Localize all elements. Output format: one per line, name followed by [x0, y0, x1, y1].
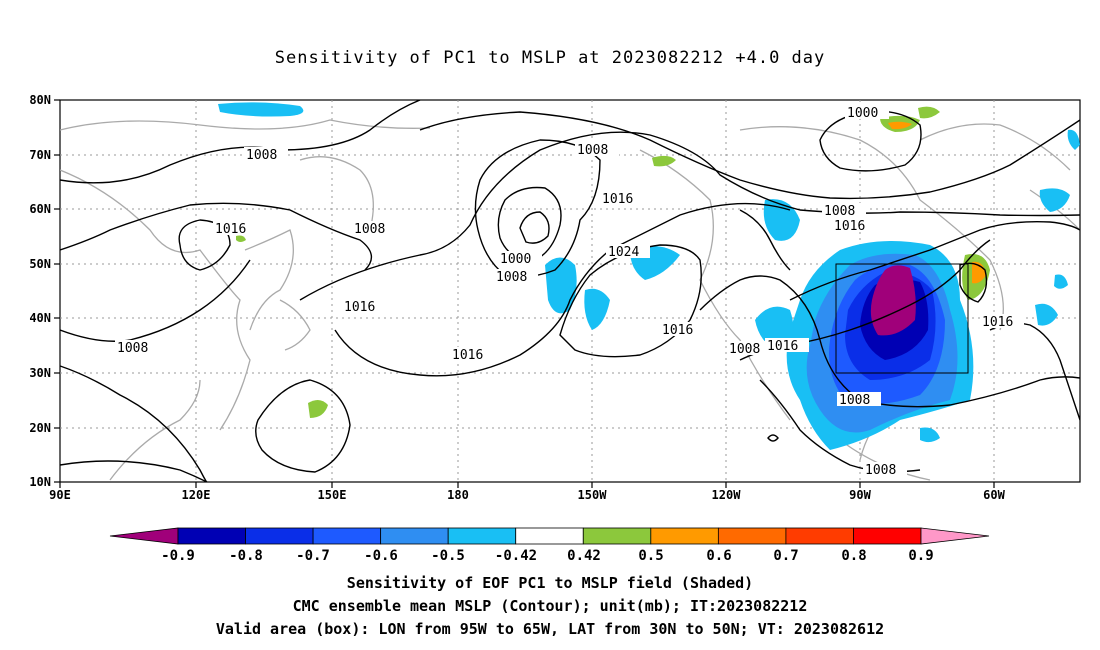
lon-label: 60W [983, 488, 1005, 502]
colorbar-swatch [582, 527, 652, 545]
contour-label: 1000 [847, 106, 878, 121]
colorbar-label: 0.5 [638, 548, 663, 564]
colorbar-label: 0.8 [841, 548, 866, 564]
lon-label: 180 [447, 488, 469, 502]
colorbar-label: -0.42 [495, 548, 537, 564]
contour-label: 1016 [344, 300, 375, 315]
colorbar-swatch [380, 527, 449, 545]
colorbar-swatch [312, 527, 382, 545]
contour-label: 1008 [729, 342, 760, 357]
colorbar-label: -0.8 [229, 548, 263, 564]
contour-label: 1016 [452, 348, 483, 363]
colorbar-swatch [447, 527, 517, 545]
latitude-labels: 80N 70N 60N 50N 40N 30N 20N 10N [29, 93, 51, 489]
contour-label: 1016 [215, 222, 246, 237]
valid-area-box [835, 263, 969, 374]
colorbar-label: -0.6 [364, 548, 398, 564]
contour-label: 1008 [577, 143, 608, 158]
colorbar-label: 0.9 [908, 548, 933, 564]
contour-labels: 1008 1008 1016 1008 1008 1016 1016 1008 … [117, 106, 1014, 478]
axis-ticks [54, 99, 995, 488]
colorbar-swatch [515, 527, 584, 545]
colorbar-arrow-right [920, 527, 990, 545]
contour-label: 1008 [117, 341, 148, 356]
lat-label: 50N [29, 257, 51, 271]
colorbar-swatches [177, 527, 922, 545]
lon-label: 150W [578, 488, 608, 502]
colorbar-label: 0.6 [706, 548, 731, 564]
contour-label: 1024 [608, 245, 639, 260]
colorbar-labels: -0.9 -0.8 -0.7 -0.6 -0.5 -0.42 0.42 0.5 … [161, 548, 934, 564]
lat-label: 80N [29, 93, 51, 107]
contour-label: 1008 [354, 222, 385, 237]
contour-label: 1016 [662, 323, 693, 338]
contour-label: 1008 [839, 393, 870, 408]
colorbar-swatch [650, 527, 719, 545]
caption-contour: CMC ensemble mean MSLP (Contour); unit(m… [292, 597, 808, 615]
figure-title: Sensitivity of PC1 to MSLP at 2023082212… [274, 48, 826, 68]
colorbar-swatch [177, 527, 246, 545]
contour-label: 1016 [767, 339, 798, 354]
colorbar-label: -0.7 [296, 548, 330, 564]
colorbar-swatch [717, 527, 787, 545]
longitude-labels: 90E 120E 150E 180 150W 120W 90W 60W [49, 488, 1005, 502]
colorbar-label: -0.5 [431, 548, 465, 564]
lat-label: 60N [29, 202, 51, 216]
colorbar: -0.9 -0.8 -0.7 -0.6 -0.5 -0.42 0.42 0.5 … [109, 527, 990, 564]
colorbar-arrow-left [109, 527, 179, 545]
colorbar-label: -0.9 [161, 548, 195, 564]
contour-label: 1008 [824, 204, 855, 219]
lat-label: 10N [29, 475, 51, 489]
contour-label: 1016 [602, 192, 633, 207]
colorbar-label: 0.7 [773, 548, 798, 564]
contour-label: 1008 [246, 148, 277, 163]
colorbar-swatch [853, 527, 922, 545]
lon-label: 150E [318, 488, 347, 502]
contour-label: 1016 [834, 219, 865, 234]
caption-valid-area: Valid area (box): LON from 95W to 65W, L… [215, 620, 885, 638]
lat-label: 70N [29, 148, 51, 162]
lon-label: 120E [182, 488, 211, 502]
contour-label: 1000 [500, 252, 531, 267]
lat-label: 20N [29, 421, 51, 435]
contour-label: 1016 [982, 315, 1013, 330]
mslp-contours [60, 100, 1080, 482]
lat-label: 40N [29, 311, 51, 325]
contour-label: 1008 [865, 463, 896, 478]
contour-label: 1008 [496, 270, 527, 285]
lon-label: 90E [49, 488, 71, 502]
colorbar-label: 0.42 [567, 548, 601, 564]
lat-label: 30N [29, 366, 51, 380]
caption-shading: Sensitivity of EOF PC1 to MSLP field (Sh… [346, 574, 754, 592]
colorbar-swatch [785, 527, 854, 545]
lon-label: 120W [712, 488, 742, 502]
colorbar-swatch [245, 527, 314, 545]
lon-label: 90W [849, 488, 871, 502]
